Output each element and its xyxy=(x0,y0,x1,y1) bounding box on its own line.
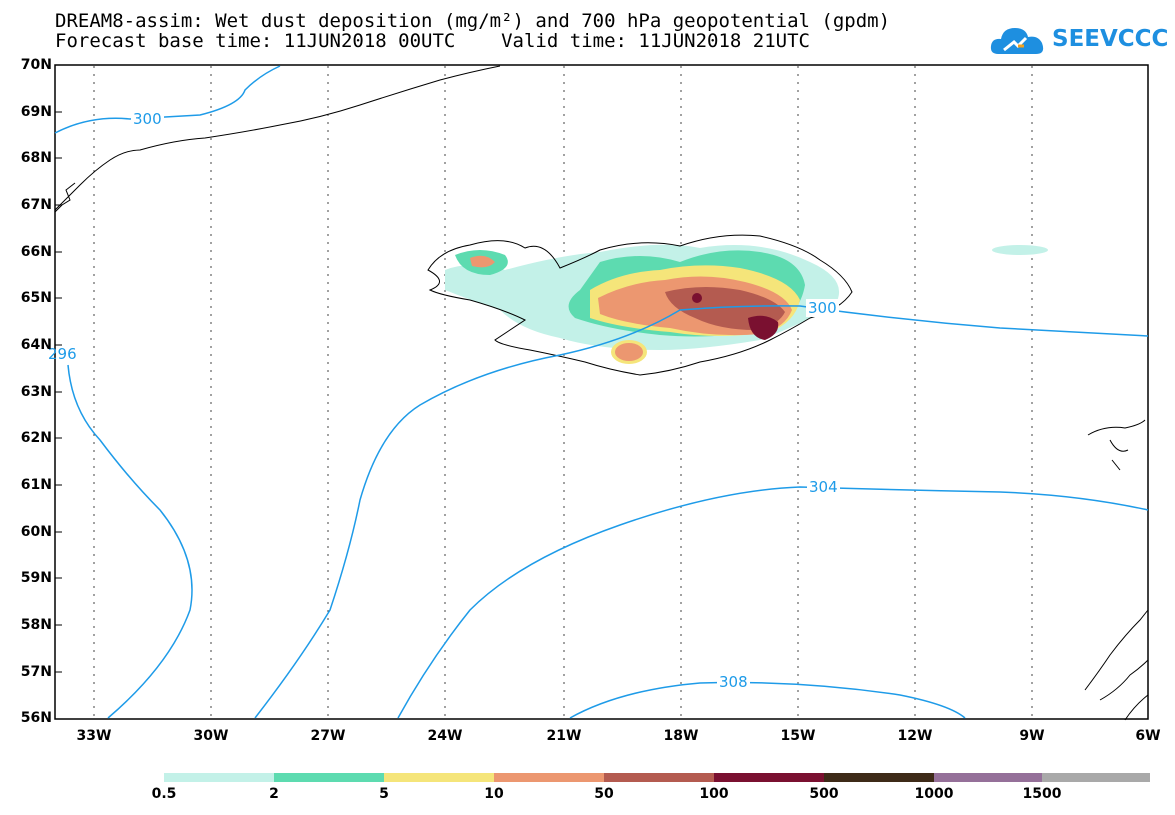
lat-label: 61N xyxy=(20,477,52,493)
geopotential-contours xyxy=(54,65,1149,719)
lat-label: 58N xyxy=(20,617,52,633)
map-frame xyxy=(54,64,1149,720)
seevccc-logo: SEEVCCC xyxy=(990,22,1168,58)
colorbar-label: 1000 xyxy=(914,786,954,802)
lon-label: 9W xyxy=(1019,728,1045,744)
colorbar-label: 1500 xyxy=(1022,786,1062,802)
lat-label: 56N xyxy=(20,710,52,726)
lon-label: 33W xyxy=(76,728,112,744)
lon-label: 27W xyxy=(310,728,346,744)
cloud-icon xyxy=(990,28,1044,54)
lat-label: 68N xyxy=(20,150,52,166)
map-subtitle-times: Forecast base time: 11JUN2018 00UTC Vali… xyxy=(55,30,810,52)
lat-label: 69N xyxy=(20,104,52,120)
colorbar-label: 0.5 xyxy=(151,786,177,802)
colorbar-segment xyxy=(384,773,494,782)
lat-label: 66N xyxy=(20,244,52,260)
colorbar-segment xyxy=(824,773,934,782)
lat-label: 63N xyxy=(20,384,52,400)
lat-label: 65N xyxy=(20,290,52,306)
contour-label: 304 xyxy=(807,478,840,496)
lon-label: 18W xyxy=(663,728,699,744)
dust-deposition-shading xyxy=(445,244,1048,364)
lon-label: 15W xyxy=(780,728,816,744)
contour-label: 300 xyxy=(131,110,164,128)
logo-text: SEEVCCC xyxy=(1052,26,1169,52)
map-title: DREAM8-assim: Wet dust deposition (mg/m²… xyxy=(55,10,891,32)
colorbar-segment xyxy=(164,773,274,782)
contour-label: 300 xyxy=(806,299,839,317)
colorbar-label: 10 xyxy=(484,786,504,802)
lat-label: 64N xyxy=(20,337,52,353)
lon-label: 6W xyxy=(1135,728,1161,744)
colorbar-segment xyxy=(494,773,604,782)
colorbar-label: 500 xyxy=(809,786,839,802)
contour-label: 308 xyxy=(717,673,750,691)
lon-label: 24W xyxy=(427,728,463,744)
colorbar-label: 100 xyxy=(699,786,729,802)
meridian-gridlines xyxy=(93,66,1033,718)
latitude-ticks xyxy=(55,64,62,673)
lat-label: 59N xyxy=(20,570,52,586)
lon-label: 21W xyxy=(546,728,582,744)
colorbar-segment xyxy=(714,773,824,782)
contour-label: 296 xyxy=(48,345,77,363)
coastlines xyxy=(54,65,1149,721)
lon-label: 30W xyxy=(193,728,229,744)
colorbar-segment xyxy=(604,773,714,782)
colorbar-label: 2 xyxy=(269,786,279,802)
colorbar-segment xyxy=(1042,773,1150,782)
colorbar-label: 50 xyxy=(594,786,614,802)
colorbar-label: 5 xyxy=(379,786,389,802)
lat-label: 57N xyxy=(20,664,52,680)
lat-label: 67N xyxy=(20,197,52,213)
lat-label: 60N xyxy=(20,524,52,540)
colorbar-segment xyxy=(274,773,384,782)
lat-label: 62N xyxy=(20,430,52,446)
lon-label: 12W xyxy=(897,728,933,744)
lat-label: 70N xyxy=(20,57,52,73)
colorbar-segment xyxy=(934,773,1042,782)
